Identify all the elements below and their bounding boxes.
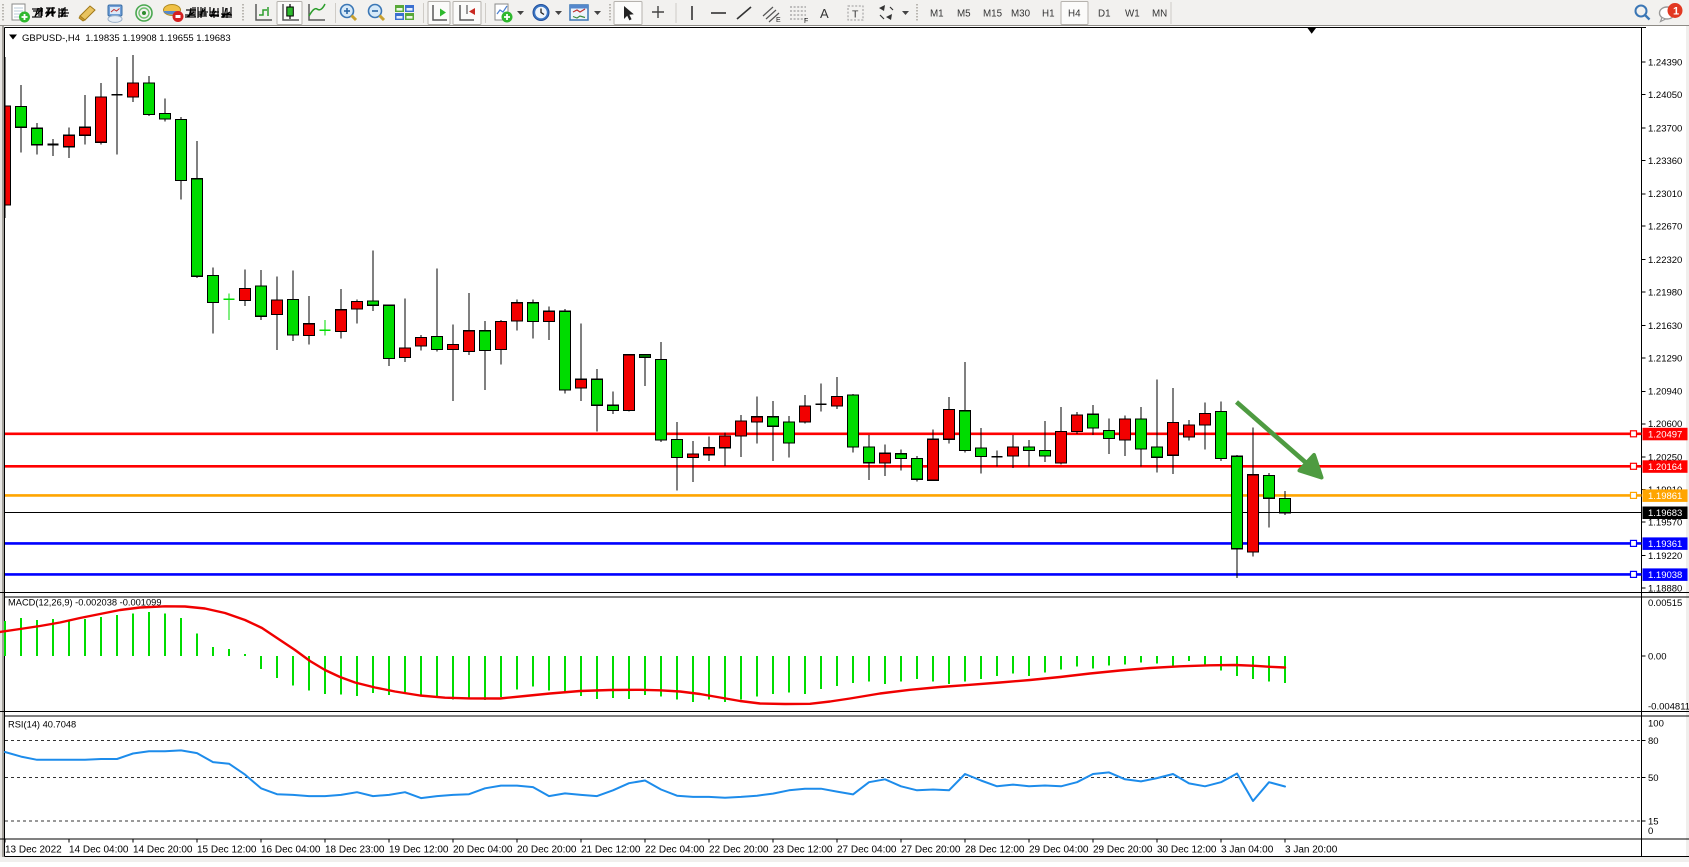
svg-text:E: E (776, 17, 781, 24)
svg-text:1.24050: 1.24050 (1648, 90, 1682, 101)
svg-text:1.19361: 1.19361 (1648, 539, 1682, 550)
svg-text:29 Dec 20:00: 29 Dec 20:00 (1093, 845, 1153, 856)
svg-text:1.18880: 1.18880 (1648, 583, 1682, 594)
svg-text:19 Dec 12:00: 19 Dec 12:00 (389, 845, 449, 856)
svg-text:1.22320: 1.22320 (1648, 255, 1682, 266)
svg-text:1.20940: 1.20940 (1648, 387, 1682, 398)
svg-text:RSI(14) 40.7048: RSI(14) 40.7048 (8, 720, 76, 730)
svg-text:1.21290: 1.21290 (1648, 353, 1682, 364)
svg-text:MACD(12,26,9) -0.002038 -0.001: MACD(12,26,9) -0.002038 -0.001099 (8, 598, 162, 608)
svg-text:T: T (852, 9, 859, 21)
svg-text:100: 100 (1648, 718, 1664, 729)
svg-text:1.21630: 1.21630 (1648, 321, 1682, 332)
svg-text:1.21980: 1.21980 (1648, 288, 1682, 299)
svg-text:1.19861: 1.19861 (1648, 491, 1682, 502)
svg-text:27 Dec 04:00: 27 Dec 04:00 (837, 845, 897, 856)
svg-text:22 Dec 20:00: 22 Dec 20:00 (709, 845, 769, 856)
svg-text:16 Dec 04:00: 16 Dec 04:00 (261, 845, 321, 856)
svg-text:W1: W1 (1125, 9, 1140, 20)
svg-text:20 Dec 20:00: 20 Dec 20:00 (517, 845, 577, 856)
svg-text:1.19683: 1.19683 (1648, 508, 1682, 519)
svg-text:-0.004811: -0.004811 (1648, 701, 1689, 712)
svg-text:1: 1 (1673, 6, 1679, 18)
svg-text:27 Dec 20:00: 27 Dec 20:00 (901, 845, 961, 856)
svg-text:A: A (820, 6, 829, 21)
svg-text:D1: D1 (1098, 9, 1111, 20)
svg-text:15: 15 (1648, 816, 1659, 827)
svg-text:15 Dec 12:00: 15 Dec 12:00 (197, 845, 257, 856)
svg-text:50: 50 (1648, 773, 1659, 784)
svg-text:1.19038: 1.19038 (1648, 570, 1682, 581)
svg-text:M1: M1 (930, 9, 944, 20)
svg-text:M5: M5 (957, 9, 971, 20)
svg-text:1.23700: 1.23700 (1648, 123, 1682, 134)
svg-text:1.20164: 1.20164 (1648, 462, 1682, 473)
svg-text:20 Dec 04:00: 20 Dec 04:00 (453, 845, 513, 856)
svg-text:28 Dec 12:00: 28 Dec 12:00 (965, 845, 1025, 856)
svg-text:MN: MN (1152, 9, 1167, 20)
svg-text:1.20497: 1.20497 (1648, 429, 1682, 440)
svg-text:13 Dec 2022: 13 Dec 2022 (5, 845, 62, 856)
svg-text:0.00515: 0.00515 (1648, 598, 1682, 609)
svg-text:29 Dec 04:00: 29 Dec 04:00 (1029, 845, 1089, 856)
svg-text:1.20600: 1.20600 (1648, 419, 1682, 430)
svg-text:F: F (804, 18, 808, 25)
svg-text:1.24390: 1.24390 (1648, 57, 1682, 68)
svg-text:1.19570: 1.19570 (1648, 518, 1682, 529)
svg-text:3 Jan 04:00: 3 Jan 04:00 (1221, 845, 1274, 856)
svg-text:H1: H1 (1042, 9, 1055, 20)
svg-text:GBPUSD-,H4 1.19835 1.19908 1.: GBPUSD-,H4 1.19835 1.19908 1.19655 1.196… (22, 33, 231, 44)
svg-text:14 Dec 04:00: 14 Dec 04:00 (69, 845, 129, 856)
svg-text:18 Dec 23:00: 18 Dec 23:00 (325, 845, 385, 856)
svg-text:1.19220: 1.19220 (1648, 551, 1682, 562)
svg-text:M15: M15 (983, 9, 1003, 20)
svg-text:30 Dec 12:00: 30 Dec 12:00 (1157, 845, 1217, 856)
svg-text:14 Dec 20:00: 14 Dec 20:00 (133, 845, 193, 856)
svg-text:23 Dec 12:00: 23 Dec 12:00 (773, 845, 833, 856)
svg-text:0.00: 0.00 (1648, 651, 1667, 662)
svg-text:80: 80 (1648, 736, 1659, 747)
svg-text:1.22670: 1.22670 (1648, 222, 1682, 233)
svg-text:1.23360: 1.23360 (1648, 156, 1682, 167)
svg-text:1.20250: 1.20250 (1648, 453, 1682, 464)
svg-text:22 Dec 04:00: 22 Dec 04:00 (645, 845, 705, 856)
svg-text:1.23010: 1.23010 (1648, 189, 1682, 200)
svg-text:H4: H4 (1068, 9, 1081, 20)
svg-text:0: 0 (1648, 826, 1653, 837)
svg-text:21 Dec 12:00: 21 Dec 12:00 (581, 845, 641, 856)
svg-text:3 Jan 20:00: 3 Jan 20:00 (1285, 845, 1338, 856)
svg-text:M30: M30 (1011, 9, 1031, 20)
